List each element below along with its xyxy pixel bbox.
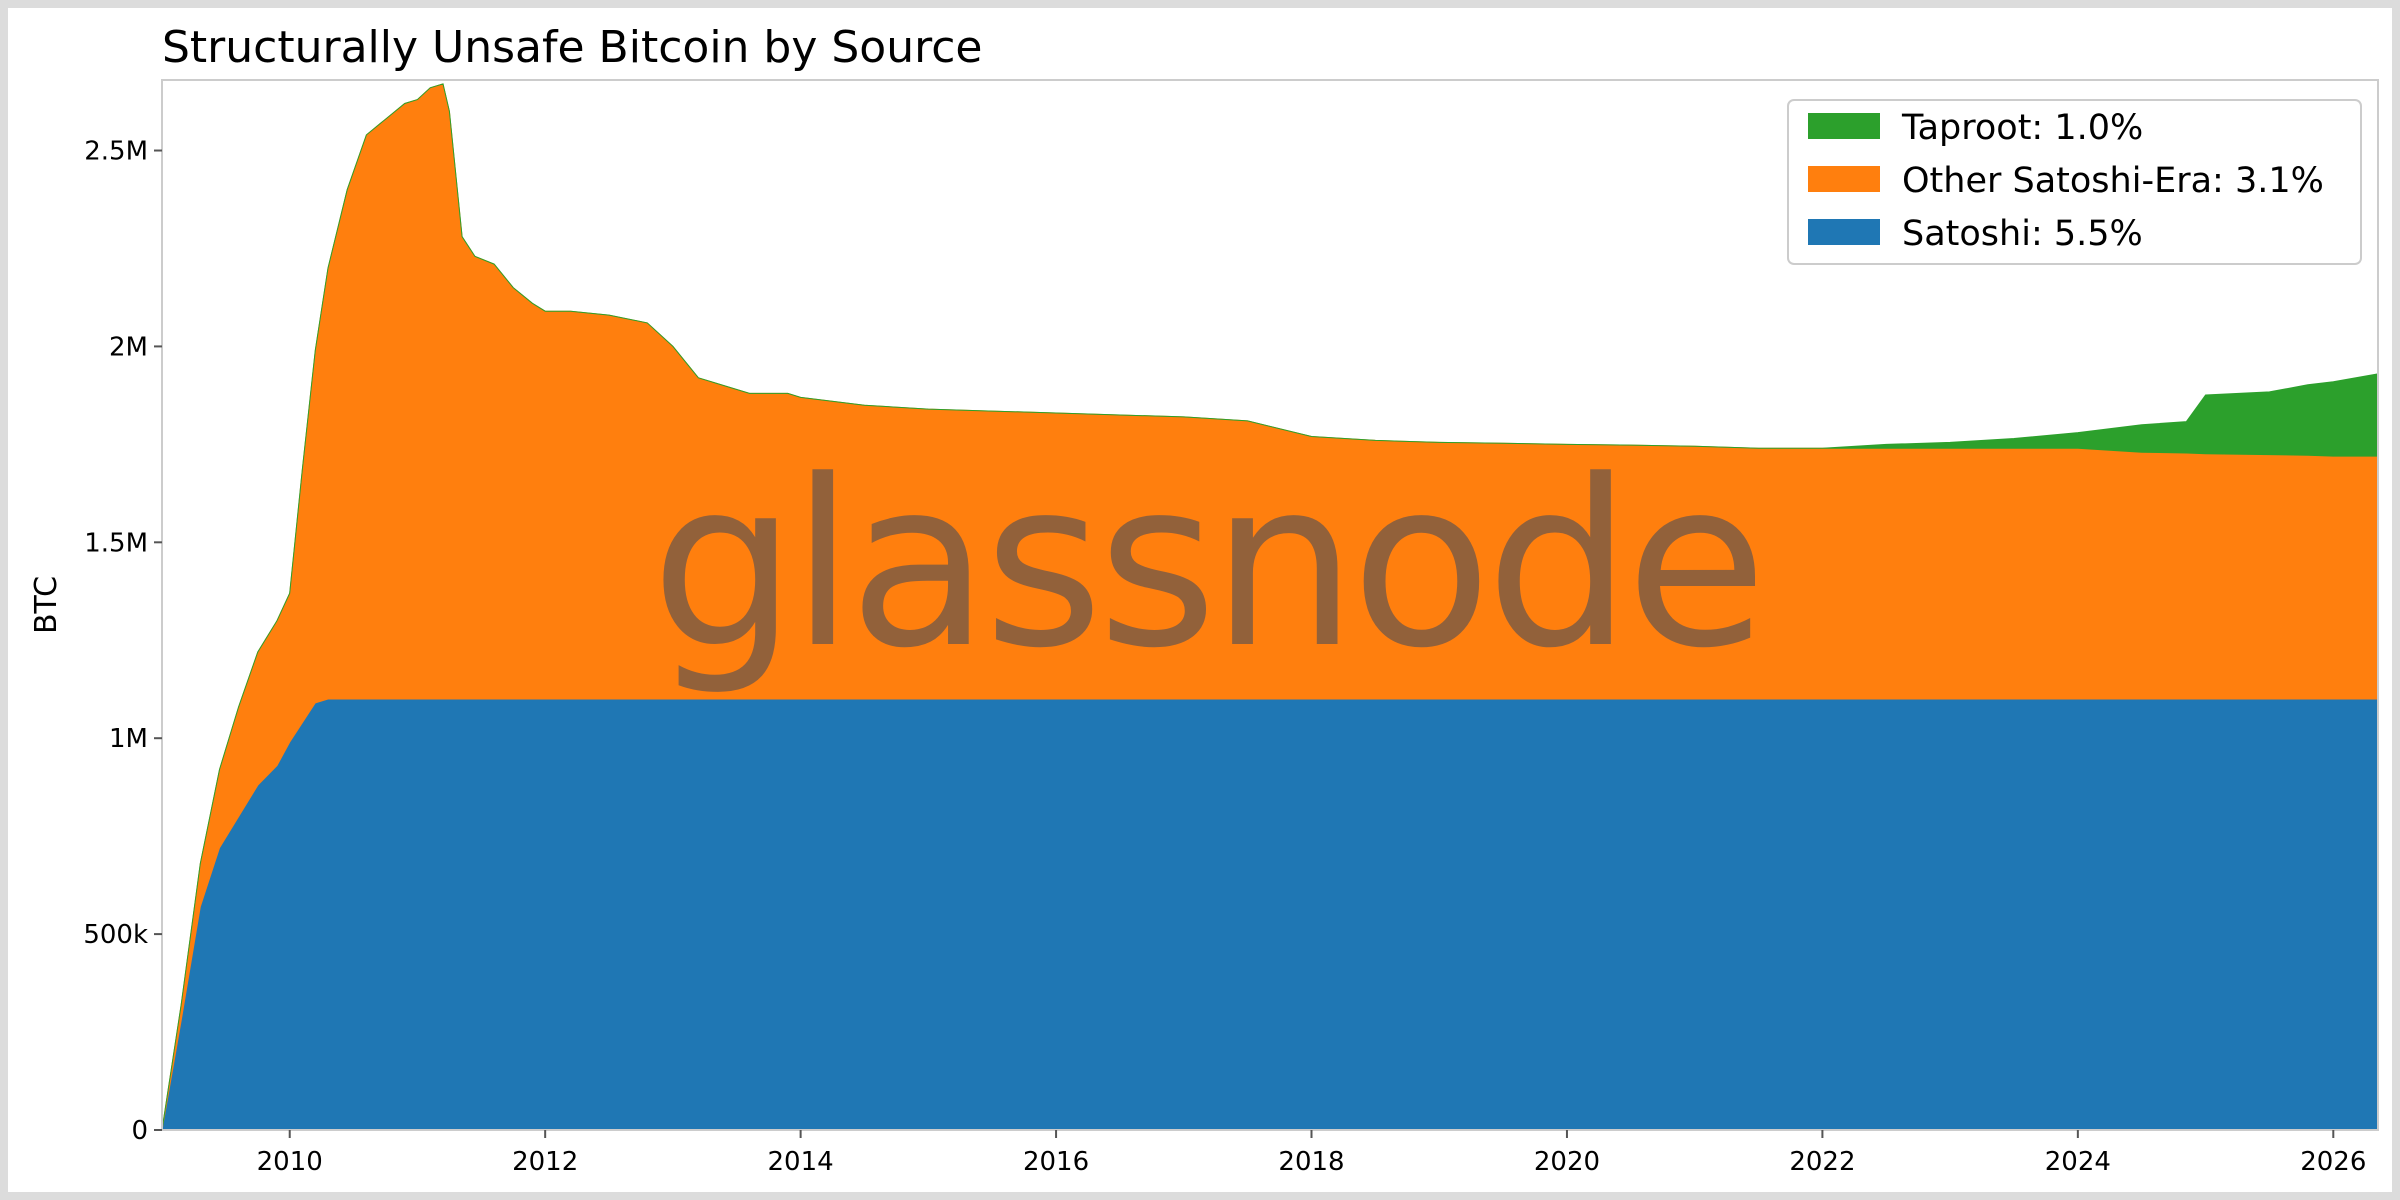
y-axis: 0 500k 1M 1.5M 2M 2.5M xyxy=(83,137,162,1146)
area-series-satoshi xyxy=(161,698,2379,1131)
x-tick-label: 2016 xyxy=(1023,1147,1089,1177)
x-tick-label: 2010 xyxy=(257,1147,323,1177)
glassnode-watermark: glassnode xyxy=(651,432,1762,699)
x-tick-label: 2020 xyxy=(1534,1147,1600,1177)
y-tick-label: 2M xyxy=(109,332,148,362)
y-tick-label: 1M xyxy=(109,724,148,754)
x-tick-label: 2026 xyxy=(2300,1147,2366,1177)
legend-label: Taproot: 1.0% xyxy=(1901,108,2143,148)
y-tick-label: 1.5M xyxy=(84,528,148,558)
y-tick-label: 2.5M xyxy=(84,137,148,167)
legend-swatch xyxy=(1808,219,1880,245)
y-axis-label: BTC xyxy=(29,576,64,634)
chart-title: Structurally Unsafe Bitcoin by Source xyxy=(162,22,983,73)
legend-swatch xyxy=(1808,166,1880,192)
chart-frame: Structurally Unsafe Bitcoin by Source gl… xyxy=(8,8,2392,1192)
legend-label: Other Satoshi-Era: 3.1% xyxy=(1902,161,2324,201)
legend-label: Satoshi: 5.5% xyxy=(1902,214,2143,254)
chart: Structurally Unsafe Bitcoin by Source gl… xyxy=(29,22,2379,1177)
x-tick-label: 2022 xyxy=(1789,1147,1855,1177)
legend: Taproot: 1.0% Other Satoshi-Era: 3.1% Sato… xyxy=(1787,99,2362,265)
y-tick-label: 500k xyxy=(83,920,148,950)
y-tick-label: 0 xyxy=(131,1116,148,1146)
x-tick-label: 2018 xyxy=(1278,1147,1344,1177)
plot-border xyxy=(161,79,2379,1131)
x-tick-label: 2024 xyxy=(2045,1147,2111,1177)
x-axis: 2010 2012 2014 2016 2018 2020 2022 2024 2026 xyxy=(257,1130,2366,1177)
x-tick-label: 2012 xyxy=(512,1147,578,1177)
legend-swatch xyxy=(1808,113,1880,139)
x-tick-label: 2014 xyxy=(768,1147,834,1177)
legend-box xyxy=(1787,99,2362,265)
